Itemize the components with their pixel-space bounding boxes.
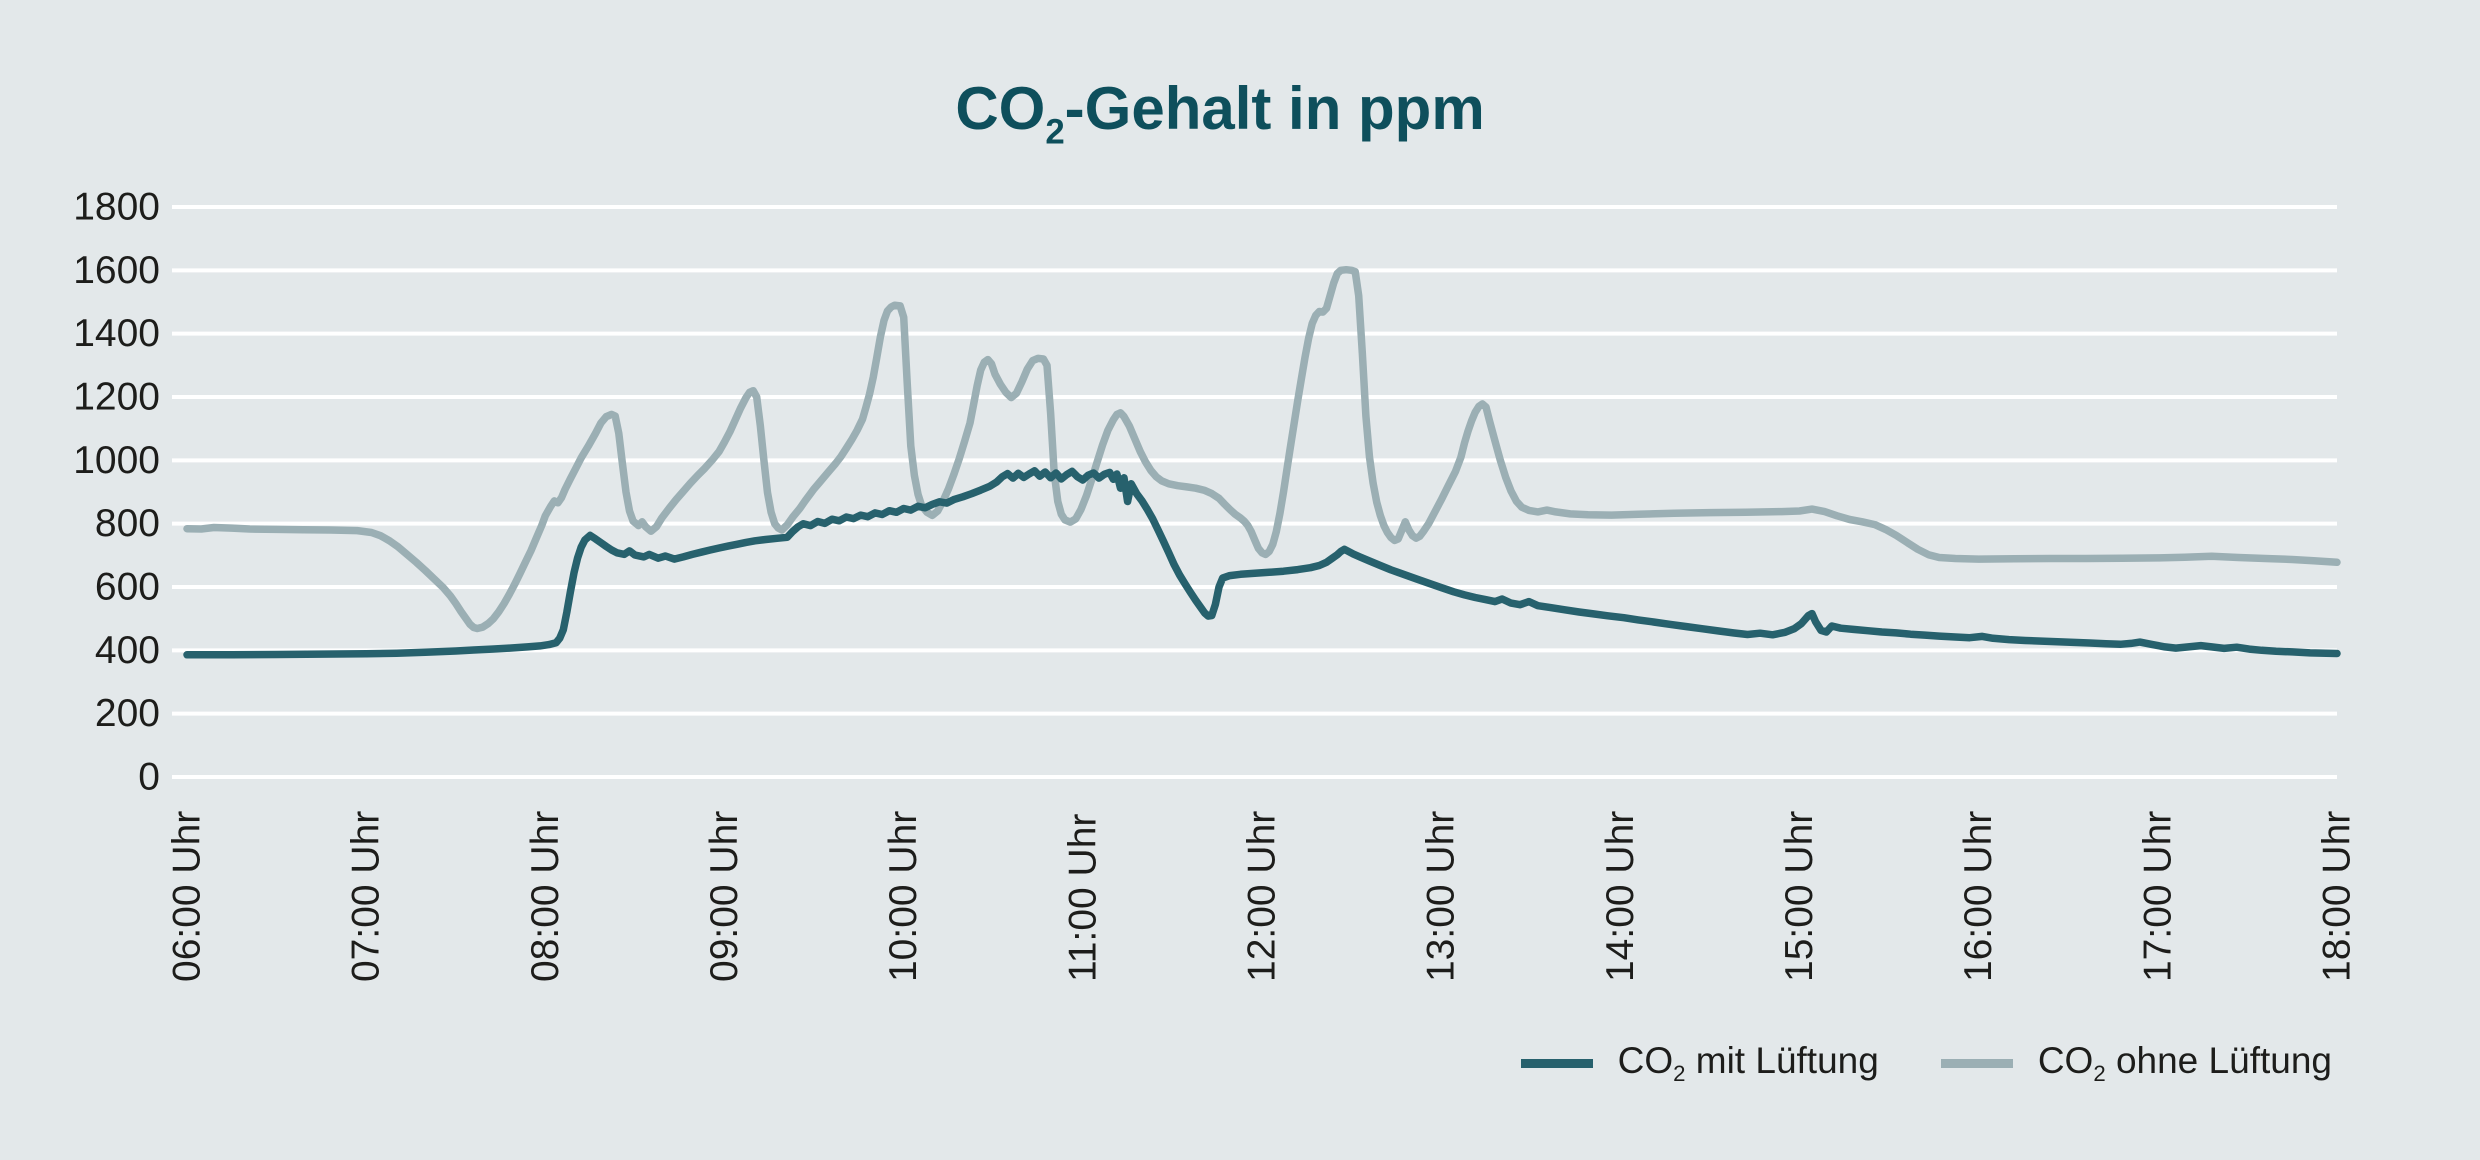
- x-axis-label-12:00: 12:00 Uhr: [1241, 811, 1284, 982]
- series-ohne-lueftung-line: [183, 265, 2341, 633]
- x-axis-label-17:00: 17:00 Uhr: [2136, 811, 2179, 982]
- legend-swatch-mit-lueftung: [1520, 1058, 1593, 1068]
- chart-title-post: -Gehalt in ppm: [1064, 75, 1485, 142]
- x-axis-label-06:00: 06:00 Uhr: [166, 811, 209, 982]
- legend-label-ohne-post: ohne Lüftung: [2105, 1040, 2332, 1081]
- y-axis-label-1400: 1400: [73, 312, 160, 355]
- y-axis-label-1800: 1800: [73, 186, 160, 229]
- legend-label-ohne-subscript: 2: [2093, 1060, 2106, 1086]
- x-axis-label-07:00: 07:00 Uhr: [345, 811, 388, 982]
- legend-label-mit-lueftung: CO2 mit Lüftung: [1618, 1040, 1879, 1087]
- x-axis-label-08:00: 08:00 Uhr: [524, 811, 567, 982]
- y-axis-label-1000: 1000: [73, 439, 160, 482]
- y-axis-label-600: 600: [95, 566, 160, 609]
- y-axis-label-0: 0: [138, 756, 160, 799]
- x-axis-label-13:00: 13:00 Uhr: [1420, 811, 1463, 982]
- x-axis-label-18:00: 18:00 Uhr: [2316, 811, 2359, 982]
- x-axis-label-10:00: 10:00 Uhr: [882, 811, 925, 982]
- legend-label-ohne-lueftung: CO2 ohne Lüftung: [2038, 1040, 2332, 1087]
- legend-swatch-ohne-lueftung: [1940, 1058, 2013, 1068]
- x-axis-label-14:00: 14:00 Uhr: [1599, 811, 1642, 982]
- y-axis-label-1200: 1200: [73, 376, 160, 419]
- chart-title: CO2-Gehalt in ppm: [955, 74, 1484, 153]
- x-axis-label-16:00: 16:00 Uhr: [1957, 811, 2000, 982]
- x-axis-label-09:00: 09:00 Uhr: [703, 811, 746, 982]
- legend-item-ohne-lueftung: CO2 ohne Lüftung: [1940, 1040, 2332, 1087]
- y-axis-label-1600: 1600: [73, 249, 160, 292]
- legend-item-mit-lueftung: CO2 mit Lüftung: [1520, 1040, 1879, 1087]
- chart-legend: CO2 mit Lüftung CO2 ohne Lüftung: [1520, 1040, 2332, 1087]
- legend-label-mit-subscript: 2: [1673, 1060, 1686, 1086]
- legend-label-ohne-pre: CO: [2037, 1040, 2094, 1081]
- x-axis-label-15:00: 15:00 Uhr: [1778, 811, 1821, 982]
- legend-label-mit-pre: CO: [1617, 1040, 1674, 1081]
- y-axis-label-800: 800: [95, 502, 160, 545]
- chart-title-subscript: 2: [1045, 112, 1065, 152]
- legend-label-mit-post: mit Lüftung: [1685, 1040, 1879, 1081]
- y-axis-label-200: 200: [95, 692, 160, 735]
- chart-title-pre: CO: [955, 75, 1046, 142]
- series-mit-lueftung-line: [183, 467, 2341, 659]
- y-axis-label-400: 400: [95, 629, 160, 672]
- x-axis-label-11:00: 11:00 Uhr: [1061, 814, 1104, 982]
